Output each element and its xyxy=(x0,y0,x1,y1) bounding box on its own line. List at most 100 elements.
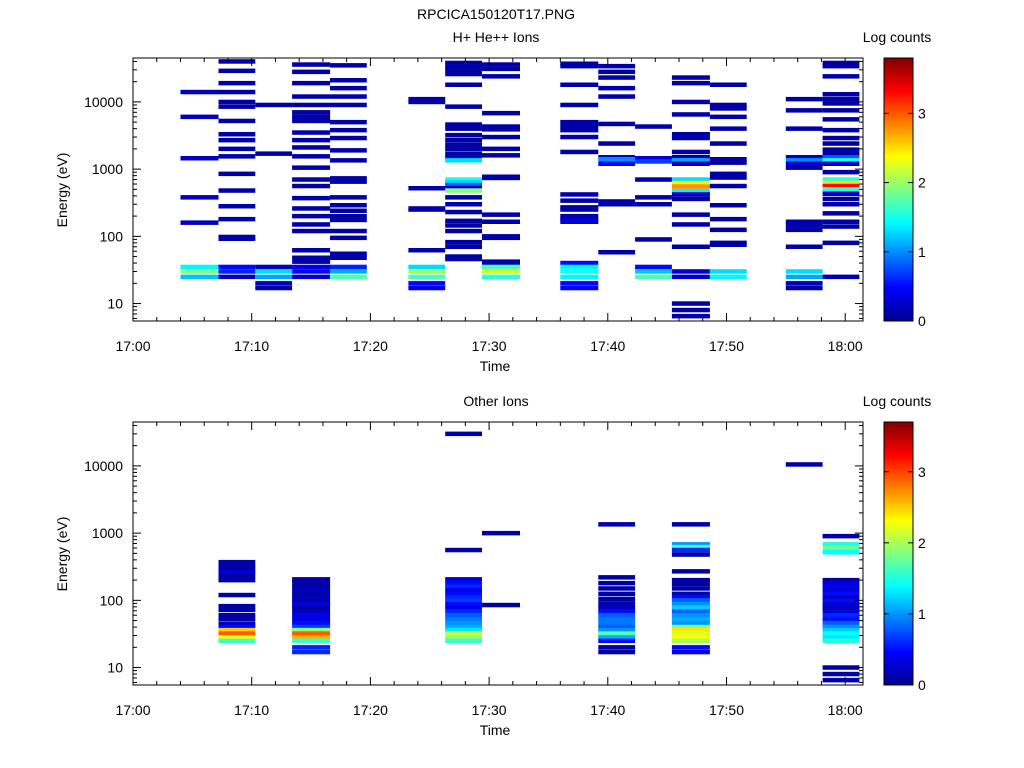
heatmap-cell xyxy=(785,126,823,131)
panel-title: H+ He++ Ions xyxy=(453,29,540,45)
x-tick-label: 17:30 xyxy=(472,702,507,718)
heatmap-cell xyxy=(598,575,636,580)
heatmap-cell xyxy=(671,577,710,583)
heatmap-cell xyxy=(635,195,672,200)
heatmap-cell xyxy=(408,99,446,105)
heatmap-cell xyxy=(822,677,860,683)
colorbar-tick-label: 0 xyxy=(918,677,926,693)
heatmap-cell xyxy=(292,165,331,170)
heatmap-cell xyxy=(671,177,710,182)
heatmap-cell xyxy=(822,101,860,106)
heatmap-cell xyxy=(671,627,710,633)
heatmap-cell xyxy=(218,627,256,633)
heatmap-cell xyxy=(785,158,823,163)
x-tick-label: 17:10 xyxy=(234,702,269,718)
heatmap-cell xyxy=(671,212,710,217)
heatmap-cell xyxy=(671,180,710,186)
heatmap-cell xyxy=(598,638,636,644)
heatmap-cell xyxy=(822,202,860,207)
heatmap-cell xyxy=(598,121,636,127)
heatmap-cell xyxy=(445,195,482,200)
heatmap-cell xyxy=(218,204,256,209)
heatmap-cell xyxy=(709,114,747,120)
heatmap-cell xyxy=(822,631,860,636)
heatmap-cell xyxy=(598,645,636,650)
heatmap-cell xyxy=(445,132,482,138)
heatmap-cell xyxy=(218,118,256,124)
heatmap-cell xyxy=(709,203,747,208)
heatmap-cell xyxy=(709,102,747,108)
heatmap-cell xyxy=(822,219,860,224)
heatmap-cell xyxy=(560,274,599,280)
heatmap-cell xyxy=(218,146,256,152)
heatmap-cell xyxy=(598,580,636,586)
heatmap-cell xyxy=(560,264,599,270)
x-tick-label: 17:30 xyxy=(472,338,507,354)
heatmap-cell xyxy=(822,191,860,196)
x-tick-label: 17:00 xyxy=(115,702,150,718)
heatmap-cell xyxy=(445,202,482,207)
heatmap-cell xyxy=(408,274,446,280)
heatmap-cell xyxy=(560,63,599,69)
heatmap-cell xyxy=(445,577,482,582)
heatmap-cell xyxy=(292,213,331,219)
heatmap-cell xyxy=(482,264,520,270)
heatmap-cell xyxy=(482,235,520,241)
heatmap-cell xyxy=(671,635,710,640)
figure-title: RPCICA150120T17.PNG xyxy=(417,6,575,22)
heatmap-cell xyxy=(330,119,367,125)
heatmap-cell xyxy=(218,68,256,74)
heatmap-cell xyxy=(330,78,367,83)
heatmap-cell xyxy=(482,66,520,72)
heatmap-cell xyxy=(445,218,482,224)
heatmap-cell xyxy=(445,122,482,127)
heatmap-cell xyxy=(330,135,367,141)
heatmap-cell xyxy=(445,595,482,600)
heatmap-cell xyxy=(560,219,599,224)
heatmap-cell xyxy=(255,274,293,280)
panel-other-ions: Other Ions Log counts 17:00 17:10 17:20 17:… xyxy=(54,393,931,738)
heatmap-cell xyxy=(482,530,520,536)
heatmap-cell xyxy=(292,580,331,586)
heatmap-cell xyxy=(635,237,672,242)
heatmap-cell xyxy=(445,126,482,131)
heatmap-cell xyxy=(218,274,256,280)
x-tick-label: 18:00 xyxy=(828,702,863,718)
heatmap-cell xyxy=(180,264,219,270)
heatmap-cell xyxy=(408,264,446,270)
heatmap-cell xyxy=(292,595,331,600)
heatmap-cell xyxy=(292,137,331,143)
heatmap-cell xyxy=(635,156,672,161)
heatmap-cell xyxy=(598,596,636,602)
heatmap-cell xyxy=(218,613,256,618)
heatmap-cell xyxy=(292,649,331,655)
heatmap-cell xyxy=(218,269,256,274)
heatmap-cell xyxy=(218,567,256,572)
heatmap-cell xyxy=(330,94,367,99)
x-tick-label: 17:20 xyxy=(353,702,388,718)
heatmap-cell xyxy=(822,620,860,626)
heatmap-cell xyxy=(635,269,672,274)
heatmap-cell xyxy=(218,154,256,159)
heatmap-cell xyxy=(709,82,747,87)
heatmap-cell xyxy=(180,114,219,120)
heatmap-cell xyxy=(292,620,331,626)
y-tick-label: 100 xyxy=(100,592,124,608)
y-axis-label: Energy (eV) xyxy=(54,153,70,228)
heatmap-cell xyxy=(822,609,860,614)
heatmap-cell xyxy=(598,63,636,69)
heatmap-cell xyxy=(482,134,520,140)
heatmap-cell xyxy=(218,137,256,143)
heatmap-cell xyxy=(445,228,482,234)
heatmap-cell xyxy=(445,239,482,245)
heatmap-cell xyxy=(709,216,747,222)
heatmap-cell xyxy=(218,563,256,568)
heatmap-cell xyxy=(822,665,860,670)
heatmap-cell xyxy=(785,161,823,166)
heatmap-cell xyxy=(598,141,636,146)
heatmap-cell xyxy=(218,577,256,583)
heatmap-cell xyxy=(445,635,482,640)
heatmap-cell xyxy=(292,118,331,124)
heatmap-cell xyxy=(560,127,599,133)
heatmap-cell xyxy=(445,601,482,607)
